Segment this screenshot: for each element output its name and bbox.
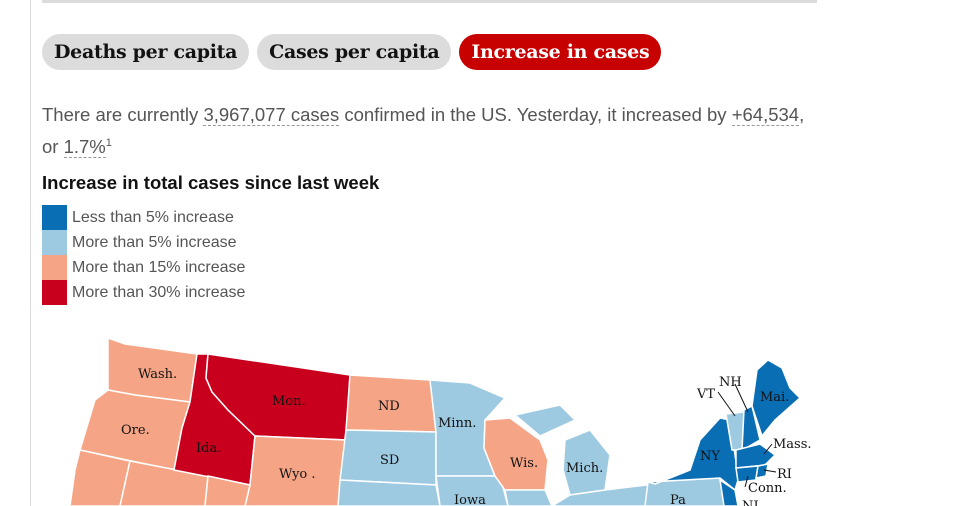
tab-increase-in-cases[interactable]: Increase in cases	[459, 34, 662, 70]
label-ny: NY	[700, 449, 720, 464]
metric-tabs: Deaths per capita Cases per capita Incre…	[42, 34, 662, 70]
top-divider	[42, 0, 817, 3]
legend-swatch	[42, 205, 67, 230]
legend-label: Less than 5% increase	[72, 208, 234, 226]
label-iowa: Iowa	[454, 493, 486, 506]
state-utah[interactable]	[204, 475, 251, 506]
state-rhode-island[interactable]	[755, 463, 769, 479]
label-conn: Conn.	[748, 481, 787, 496]
label-mich: Mich.	[566, 461, 603, 476]
state-california[interactable]	[69, 449, 131, 506]
state-wyoming[interactable]	[244, 435, 347, 506]
label-ida: Ida.	[196, 441, 221, 456]
legend-swatch	[42, 255, 67, 280]
legend-label: More than 30% increase	[72, 283, 246, 301]
label-sd: SD	[380, 453, 399, 468]
label-wis: Wis.	[510, 456, 538, 471]
state-new-jersey[interactable]	[718, 478, 739, 506]
daily-increase-value: +64,534	[731, 104, 800, 126]
state-massachusetts[interactable]	[735, 443, 777, 469]
label-mai: Mai.	[760, 390, 789, 405]
state-new-hampshire[interactable]	[741, 404, 761, 452]
state-new-york[interactable]	[647, 417, 739, 492]
label-wyo: Wyo .	[279, 467, 316, 482]
total-cases-value: 3,967,077 cases	[203, 104, 340, 126]
state-maine[interactable]	[751, 359, 802, 438]
summary-comma: ,	[799, 104, 805, 125]
state-iowa[interactable]	[435, 475, 509, 506]
legend-item: More than 5% increase	[42, 230, 245, 255]
label-pa: Pa	[670, 493, 686, 506]
summary-prefix: There are currently	[42, 104, 204, 125]
label-vt: VT	[696, 387, 715, 402]
legend: Less than 5% increase More than 5% incre…	[42, 205, 245, 305]
vt-leader-line	[717, 391, 736, 417]
mass-leader-line	[763, 443, 773, 455]
label-wash: Wash.	[138, 367, 177, 382]
legend-label: More than 15% increase	[72, 258, 246, 276]
summary-middle: confirmed in the US. Yesterday, it incre…	[339, 104, 732, 125]
conn-leader-line	[744, 475, 749, 488]
label-minn: Minn.	[438, 416, 476, 431]
state-illinois[interactable]	[504, 489, 553, 506]
state-nebraska[interactable]	[337, 479, 441, 506]
ri-leader-line	[763, 469, 777, 473]
label-nj: NJ	[742, 499, 759, 506]
footnote-marker[interactable]: 1	[105, 137, 112, 149]
summary-text: There are currently 3,967,077 cases conf…	[42, 100, 832, 161]
legend-label: More than 5% increase	[72, 233, 237, 251]
label-ore: Ore.	[121, 423, 150, 438]
legend-title: Increase in total cases since last week	[42, 172, 380, 193]
label-nh: NH	[719, 375, 742, 390]
label-ri: RI	[777, 467, 792, 482]
us-map: Wash. Ore. Ida. Mon. Wyo . ND SD Minn. W…	[69, 336, 812, 506]
state-indiana-ohio[interactable]	[550, 483, 656, 506]
nh-leader-line	[734, 383, 749, 413]
label-mass: Mass.	[773, 437, 812, 452]
legend-swatch	[42, 280, 67, 305]
legend-item: More than 15% increase	[42, 255, 245, 280]
summary-or: or	[42, 136, 64, 158]
label-mon: Mon.	[272, 394, 306, 409]
left-divider	[30, 0, 31, 506]
tab-cases-per-capita[interactable]: Cases per capita	[257, 34, 452, 70]
daily-increase-percent: 1.7%	[63, 136, 106, 159]
label-nd: ND	[378, 399, 400, 414]
legend-swatch	[42, 230, 67, 255]
state-connecticut[interactable]	[735, 465, 759, 483]
legend-item: More than 30% increase	[42, 280, 245, 305]
legend-item: Less than 5% increase	[42, 205, 245, 230]
tab-deaths-per-capita[interactable]: Deaths per capita	[42, 34, 250, 70]
